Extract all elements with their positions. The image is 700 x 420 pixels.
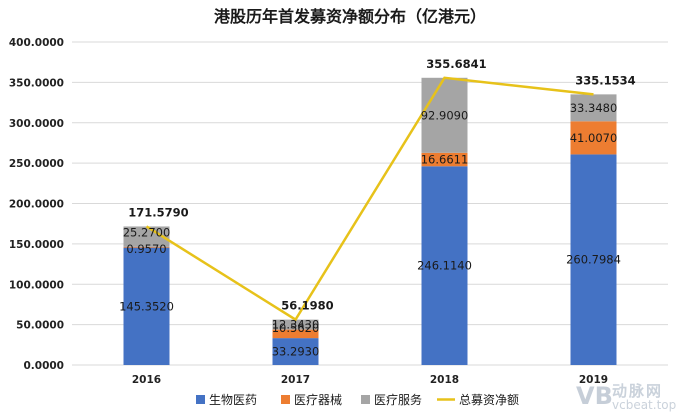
x-tick-label: 2018 (430, 374, 459, 386)
bar-data-label: 33.3480 (570, 101, 618, 115)
legend-swatch (196, 395, 205, 404)
bar-data-label: 246.1140 (417, 259, 472, 273)
bar-data-label: 145.3520 (119, 299, 174, 313)
watermark-logo: VB (576, 382, 613, 410)
y-tick-label: 250.0000 (9, 158, 64, 170)
bar-segment (123, 247, 170, 365)
bar-segment (421, 77, 468, 153)
line-data-label: 56.1980 (281, 299, 333, 313)
legend-label: 医疗器械 (294, 392, 342, 407)
bar-segment (272, 319, 319, 330)
y-tick-label: 350.0000 (9, 77, 64, 89)
legend-swatch (361, 395, 370, 404)
watermark-url: vcbeat.top (612, 398, 677, 412)
chart-title: 港股历年首发募资净额分布（亿港元） (214, 7, 486, 26)
bar-segment (272, 329, 319, 339)
legend-swatch (281, 395, 290, 404)
legend-label: 医疗服务 (374, 392, 422, 407)
bar-segment (570, 121, 617, 155)
bar-data-label: 33.2930 (272, 345, 320, 359)
line-data-label: 335.1534 (575, 73, 635, 87)
bar-data-label: 260.7984 (566, 253, 621, 267)
bar-segment (570, 154, 617, 365)
total-line-path (145, 76, 594, 322)
bars (123, 77, 617, 365)
watermark: VB 动脉网 vcbeat.top (576, 380, 686, 414)
y-tick-label: 0.0000 (23, 360, 64, 372)
legend-label: 生物医药 (209, 393, 257, 407)
x-axis-ticks: 2016 2017 2018 2019 (132, 374, 608, 386)
legend-label: 总募资净额 (459, 393, 519, 407)
x-tick-label: 2017 (281, 374, 310, 386)
data-labels: 145.3520 0.9570 25.2700 33.2930 10.562012.34… (119, 57, 636, 359)
y-axis-ticks: 0.0000 50.0000 100.0000 150.0000 200.0000 250… (9, 37, 64, 372)
bar-segment (570, 94, 617, 122)
total-line (145, 76, 594, 322)
bar-data-label: 10.5620 (272, 321, 320, 335)
legend: 生物医药 医疗器械 医疗服务 总募资净额 (196, 392, 519, 407)
y-tick-label: 400.0000 (9, 37, 64, 49)
y-tick-label: 200.0000 (9, 199, 64, 211)
bar-data-label: 16.6611 (421, 153, 469, 167)
line-data-label: 355.6841 (426, 57, 486, 71)
x-tick-label: 2016 (132, 374, 161, 386)
bar-segment (421, 152, 468, 167)
bar-segment (123, 226, 170, 247)
bar-segment (272, 338, 319, 365)
y-tick-label: 50.0000 (16, 320, 64, 332)
line-data-label: 171.5790 (128, 205, 188, 219)
bar-data-label: 25.2700 (123, 226, 171, 240)
bar-data-label: 92.9090 (421, 108, 469, 122)
gridlines (72, 41, 668, 366)
bar-segment (421, 166, 468, 365)
bar-data-label: 41.0070 (570, 131, 618, 145)
bar-data-label: 0.9570 (126, 242, 166, 256)
y-tick-label: 100.0000 (9, 279, 64, 291)
x-tick-label: 2019 (579, 374, 608, 386)
bar-segment (123, 246, 170, 248)
y-tick-label: 150.0000 (9, 239, 64, 251)
bar-data-label: 12.3430 (272, 318, 320, 332)
watermark-name: 动脉网 (612, 382, 664, 400)
y-tick-label: 300.0000 (9, 118, 64, 130)
